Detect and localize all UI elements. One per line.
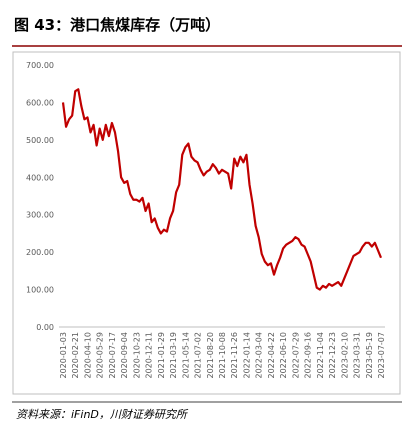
x-tick-label: 2021-03-19	[169, 332, 178, 379]
x-tick-label: 2020-01-03	[59, 332, 68, 379]
x-tick-label: 2022-01-14	[242, 332, 251, 379]
chart-frame	[12, 51, 401, 395]
x-tick-label: 2022-09-16	[304, 332, 313, 379]
x-tick-label: 2021-11-26	[230, 332, 239, 379]
x-tick-label: 2020-12-11	[145, 332, 154, 379]
y-tick-label: 200.00	[26, 248, 54, 257]
y-tick-label: 0.00	[36, 323, 54, 332]
x-tick-label: 2022-03-04	[255, 332, 264, 379]
x-tick-label: 2020-09-04	[120, 332, 129, 379]
x-tick-label: 2022-12-23	[328, 332, 337, 379]
x-tick-label: 2020-07-17	[108, 332, 117, 379]
x-tick-label: 2021-05-14	[181, 332, 190, 379]
x-tick-label: 2020-10-23	[132, 332, 141, 379]
x-tick-label: 2021-08-20	[206, 332, 215, 379]
title: 图 43：港口焦煤库存（万吨）	[14, 16, 220, 34]
source: 资料来源：iFinD，川财证券研究所	[16, 408, 189, 421]
y-tick-label: 500.00	[26, 136, 54, 145]
x-tick-label: 2022-04-22	[267, 332, 276, 379]
x-tick-label: 2021-10-08	[218, 332, 227, 379]
x-tick-label: 2021-01-29	[157, 332, 166, 379]
y-tick-label: 700.00	[26, 61, 54, 70]
x-tick-label: 2022-06-10	[279, 332, 288, 379]
x-tick-label: 2023-07-07	[377, 332, 386, 379]
y-tick-label: 400.00	[26, 173, 54, 182]
series-line	[61, 88, 383, 291]
x-tick-label: 2020-05-29	[96, 332, 105, 379]
x-tick-label: 2020-04-10	[83, 332, 92, 379]
x-tick-label: 2022-11-04	[316, 332, 325, 379]
y-tick-label: 100.00	[26, 286, 54, 295]
x-tick-label: 2023-05-19	[365, 332, 374, 379]
x-tick-label: 2021-07-02	[194, 332, 203, 379]
x-tick-label: 2022-07-29	[291, 332, 300, 379]
x-tick-label: 2023-02-10	[340, 332, 349, 379]
y-tick-label: 600.00	[26, 98, 54, 107]
x-tick-label: 2023-03-31	[353, 332, 362, 379]
y-tick-label: 300.00	[26, 211, 54, 220]
x-tick-label: 2020-02-21	[71, 332, 80, 379]
